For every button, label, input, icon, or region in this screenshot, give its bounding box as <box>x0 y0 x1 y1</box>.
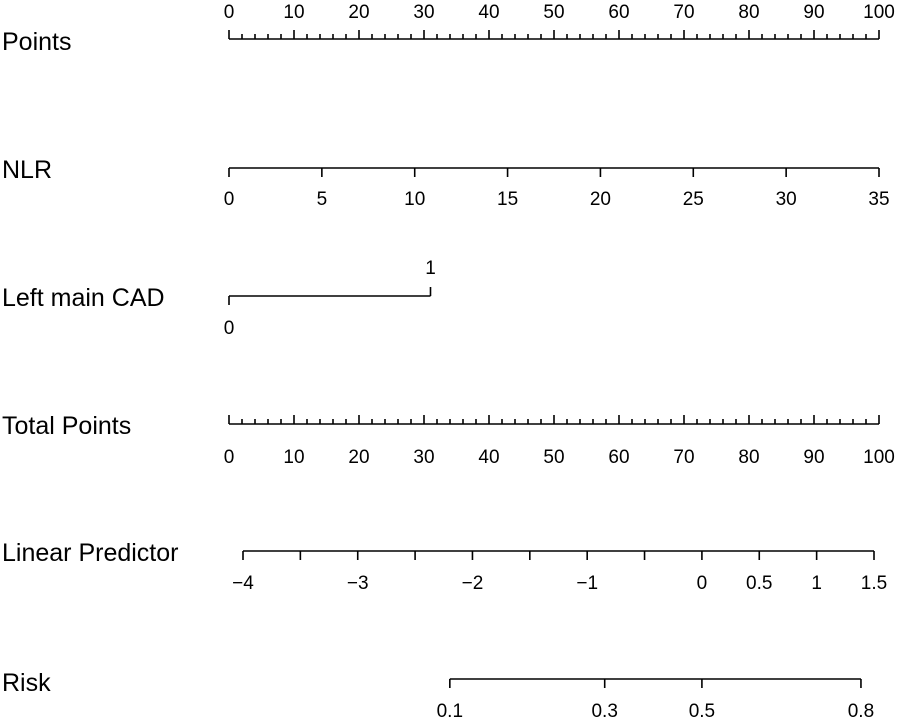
total_points-tick-label: 80 <box>738 447 759 468</box>
points-tick-label: 60 <box>608 2 629 23</box>
left-main-cad-level-1-label: 1 <box>425 258 436 279</box>
total_points-tick-label: 60 <box>608 447 629 468</box>
linear_predictor-tick-label: −3 <box>347 573 369 594</box>
linear_predictor-tick-label: 0 <box>697 573 708 594</box>
risk-tick-label: 0.5 <box>689 701 715 721</box>
total_points-tick-label: 20 <box>348 447 369 468</box>
linear_predictor-tick-label: 1 <box>811 573 822 594</box>
linear_predictor-tick-label: 0.5 <box>746 573 772 594</box>
linear-predictor-row-label: Linear Predictor <box>2 539 178 567</box>
nlr-tick-label: 10 <box>404 189 425 210</box>
nlr-row-label: NLR <box>2 156 52 184</box>
points-tick-label: 100 <box>863 2 895 23</box>
risk-tick-label: 0.1 <box>437 701 463 721</box>
points-tick-label: 40 <box>478 2 499 23</box>
total_points-tick-label: 10 <box>283 447 304 468</box>
total_points-tick-label: 40 <box>478 447 499 468</box>
total_points-tick-label: 30 <box>413 447 434 468</box>
points-row-label: Points <box>2 28 71 56</box>
nlr-tick-label: 15 <box>497 189 518 210</box>
points-tick-label: 20 <box>348 2 369 23</box>
risk-tick-label: 0.3 <box>591 701 617 721</box>
linear_predictor-tick-label: 1.5 <box>861 573 887 594</box>
points-tick-label: 30 <box>413 2 434 23</box>
points-tick-label: 10 <box>283 2 304 23</box>
total_points-tick-label: 50 <box>543 447 564 468</box>
total-points-row-label: Total Points <box>2 412 131 440</box>
linear_predictor-tick-label: −1 <box>576 573 598 594</box>
points-tick-label: 90 <box>803 2 824 23</box>
total_points-tick-label: 70 <box>673 447 694 468</box>
points-tick-label: 80 <box>738 2 759 23</box>
risk-row-label: Risk <box>2 669 51 697</box>
nlr-tick-label: 35 <box>868 189 889 210</box>
nlr-tick-label: 30 <box>776 189 797 210</box>
points-tick-label: 70 <box>673 2 694 23</box>
nlr-tick-label: 5 <box>317 189 328 210</box>
linear_predictor-tick-label: −4 <box>232 573 254 594</box>
nlr-tick-label: 20 <box>590 189 611 210</box>
total_points-tick-label: 100 <box>863 447 895 468</box>
left-main-cad-level-0-label: 0 <box>224 318 235 339</box>
points-tick-label: 0 <box>224 2 235 23</box>
points-tick-label: 50 <box>543 2 564 23</box>
total_points-tick-label: 0 <box>224 447 235 468</box>
nlr-tick-label: 25 <box>683 189 704 210</box>
risk-tick-label: 0.8 <box>848 701 874 721</box>
total_points-tick-label: 90 <box>803 447 824 468</box>
left-main-cad-row-label: Left main CAD <box>2 284 165 312</box>
linear_predictor-tick-label: −2 <box>462 573 484 594</box>
nlr-tick-label: 0 <box>224 189 235 210</box>
